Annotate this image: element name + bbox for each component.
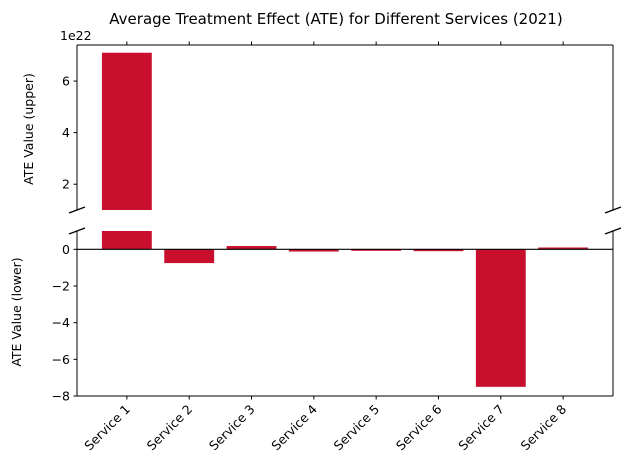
lower-ytick-label: −6 [52, 352, 70, 367]
lower-ytick-label: −2 [52, 279, 70, 294]
xtick-label: Service 5 [331, 402, 383, 454]
xtick-label: Service 3 [206, 402, 258, 454]
upper-offset-label: 1e22 [60, 28, 92, 43]
bar [475, 249, 526, 387]
bar [226, 246, 277, 250]
axis-break-mark [604, 206, 622, 214]
bar [288, 249, 339, 252]
upper-ytick-label: 6 [62, 74, 70, 89]
bar-lower [101, 231, 152, 250]
chart-title: Average Treatment Effect (ATE) for Diffe… [109, 10, 562, 28]
axis-break-mark [68, 227, 86, 235]
xtick-label: Service 4 [268, 401, 320, 453]
bar [538, 247, 589, 250]
axis-break-mark [604, 227, 622, 235]
lower-y-axis-label: ATE Value (lower) [9, 257, 24, 366]
xtick-label: Service 1 [81, 402, 133, 454]
lower-ytick-label: 0 [62, 242, 70, 257]
upper-ytick-label: 4 [62, 125, 70, 140]
xtick-label: Service 8 [518, 401, 570, 453]
bar [351, 249, 402, 251]
bar [413, 249, 464, 252]
bar [164, 249, 215, 264]
upper-ytick-label: 2 [62, 177, 70, 192]
axis-break-mark [68, 206, 86, 214]
xtick-label: Service 2 [144, 402, 196, 454]
upper-y-axis-label: ATE Value (upper) [21, 73, 36, 185]
lower-ytick-label: −8 [52, 389, 70, 404]
xtick-label: Service 7 [455, 402, 507, 454]
xtick-label: Service 6 [393, 401, 445, 453]
bar-upper [101, 52, 152, 210]
lower-ytick-label: −4 [52, 315, 70, 330]
